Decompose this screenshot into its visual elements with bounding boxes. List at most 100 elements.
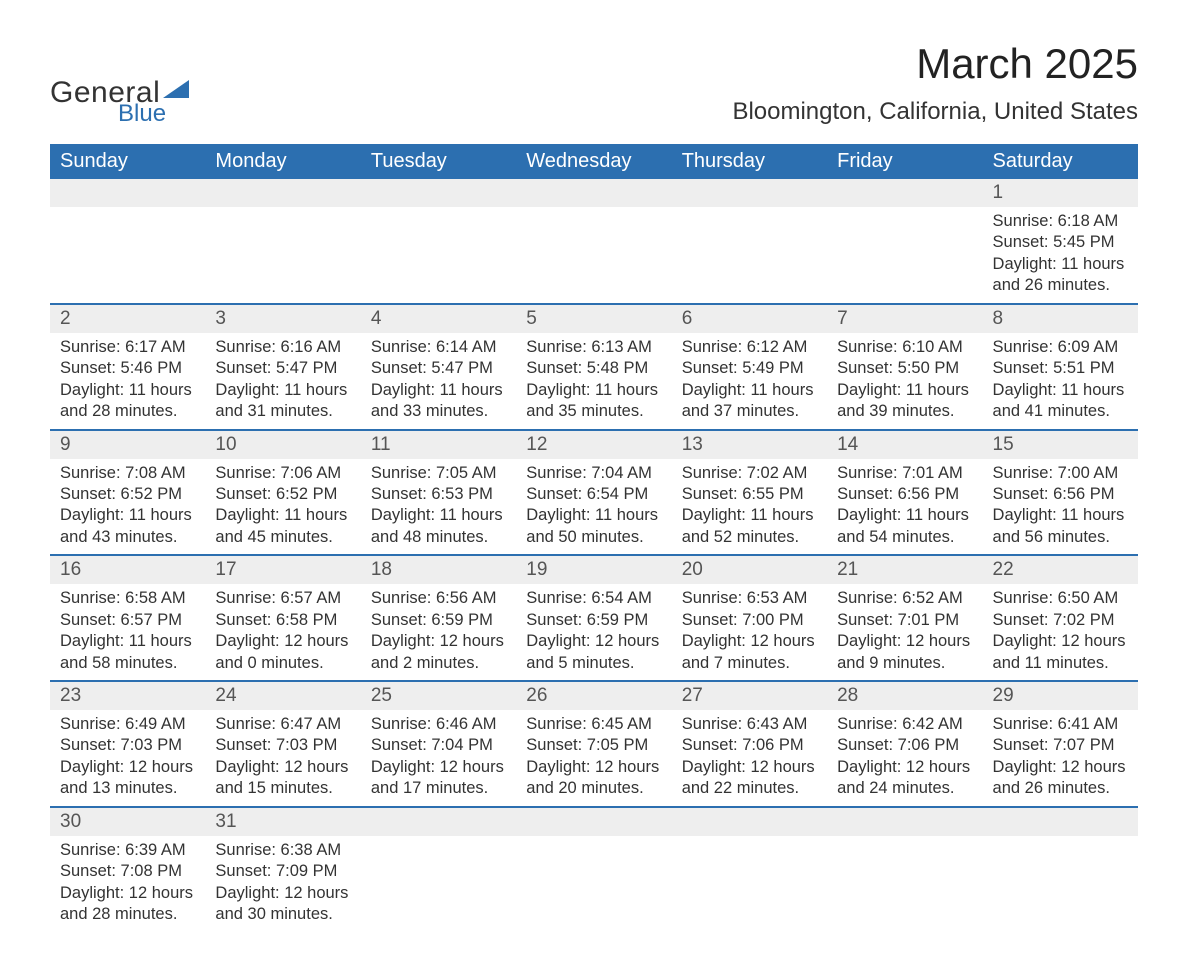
day-number [516,179,671,207]
daylight-text: Daylight: 12 hours and 2 minutes. [371,631,506,674]
day-details: Sunrise: 6:53 AMSunset: 7:00 PMDaylight:… [672,584,827,680]
day-number: 28 [827,682,982,710]
daylight-text: Daylight: 11 hours and 35 minutes. [526,380,661,423]
day-details: Sunrise: 6:39 AMSunset: 7:08 PMDaylight:… [50,836,205,932]
logo-text-blue: Blue [118,102,189,126]
sunset-text: Sunset: 6:55 PM [682,484,817,505]
calendar-day-cell: 4Sunrise: 6:14 AMSunset: 5:47 PMDaylight… [361,304,516,430]
sunset-text: Sunset: 5:49 PM [682,358,817,379]
sunset-text: Sunset: 5:51 PM [993,358,1128,379]
sunset-text: Sunset: 6:57 PM [60,610,195,631]
day-details: Sunrise: 6:56 AMSunset: 6:59 PMDaylight:… [361,584,516,680]
sunset-text: Sunset: 6:56 PM [837,484,972,505]
calendar-day-cell [983,807,1138,932]
calendar-day-cell [516,179,671,304]
day-number [516,808,671,836]
day-number: 6 [672,305,827,333]
sunrise-text: Sunrise: 6:49 AM [60,714,195,735]
day-details: Sunrise: 6:58 AMSunset: 6:57 PMDaylight:… [50,584,205,680]
sunrise-text: Sunrise: 6:17 AM [60,337,195,358]
sunrise-text: Sunrise: 7:00 AM [993,463,1128,484]
sunrise-text: Sunrise: 7:06 AM [215,463,350,484]
calendar-day-cell: 6Sunrise: 6:12 AMSunset: 5:49 PMDaylight… [672,304,827,430]
day-number: 14 [827,431,982,459]
day-details: Sunrise: 6:43 AMSunset: 7:06 PMDaylight:… [672,710,827,806]
daylight-text: Daylight: 11 hours and 54 minutes. [837,505,972,548]
weekday-header-row: SundayMondayTuesdayWednesdayThursdayFrid… [50,144,1138,179]
calendar-week-row: 1Sunrise: 6:18 AMSunset: 5:45 PMDaylight… [50,179,1138,304]
daylight-text: Daylight: 12 hours and 30 minutes. [215,883,350,926]
sunset-text: Sunset: 5:47 PM [371,358,506,379]
daylight-text: Daylight: 12 hours and 7 minutes. [682,631,817,674]
calendar-day-cell: 1Sunrise: 6:18 AMSunset: 5:45 PMDaylight… [983,179,1138,304]
header: General Blue March 2025 Bloomington, Cal… [50,40,1138,126]
calendar-day-cell: 31Sunrise: 6:38 AMSunset: 7:09 PMDayligh… [205,807,360,932]
day-details: Sunrise: 6:12 AMSunset: 5:49 PMDaylight:… [672,333,827,429]
calendar-day-cell [205,179,360,304]
day-details [516,836,671,916]
day-details: Sunrise: 7:04 AMSunset: 6:54 PMDaylight:… [516,459,671,555]
calendar-day-cell: 20Sunrise: 6:53 AMSunset: 7:00 PMDayligh… [672,555,827,681]
sunrise-text: Sunrise: 6:47 AM [215,714,350,735]
sunset-text: Sunset: 7:06 PM [682,735,817,756]
calendar-week-row: 23Sunrise: 6:49 AMSunset: 7:03 PMDayligh… [50,681,1138,807]
calendar-day-cell: 22Sunrise: 6:50 AMSunset: 7:02 PMDayligh… [983,555,1138,681]
calendar-day-cell: 2Sunrise: 6:17 AMSunset: 5:46 PMDaylight… [50,304,205,430]
calendar-day-cell: 30Sunrise: 6:39 AMSunset: 7:08 PMDayligh… [50,807,205,932]
sunset-text: Sunset: 7:09 PM [215,861,350,882]
day-number: 7 [827,305,982,333]
day-number: 22 [983,556,1138,584]
calendar-day-cell: 21Sunrise: 6:52 AMSunset: 7:01 PMDayligh… [827,555,982,681]
day-number: 13 [672,431,827,459]
day-number [672,179,827,207]
sunset-text: Sunset: 7:03 PM [60,735,195,756]
day-number [205,179,360,207]
day-details: Sunrise: 6:18 AMSunset: 5:45 PMDaylight:… [983,207,1138,303]
sunset-text: Sunset: 6:58 PM [215,610,350,631]
calendar-week-row: 30Sunrise: 6:39 AMSunset: 7:08 PMDayligh… [50,807,1138,932]
sunrise-text: Sunrise: 7:05 AM [371,463,506,484]
calendar-day-cell: 10Sunrise: 7:06 AMSunset: 6:52 PMDayligh… [205,430,360,556]
weekday-header: Saturday [983,144,1138,179]
day-details: Sunrise: 7:06 AMSunset: 6:52 PMDaylight:… [205,459,360,555]
calendar-day-cell: 11Sunrise: 7:05 AMSunset: 6:53 PMDayligh… [361,430,516,556]
sunset-text: Sunset: 7:05 PM [526,735,661,756]
day-number: 25 [361,682,516,710]
daylight-text: Daylight: 12 hours and 5 minutes. [526,631,661,674]
day-details: Sunrise: 6:16 AMSunset: 5:47 PMDaylight:… [205,333,360,429]
day-number: 5 [516,305,671,333]
day-details: Sunrise: 6:09 AMSunset: 5:51 PMDaylight:… [983,333,1138,429]
daylight-text: Daylight: 12 hours and 9 minutes. [837,631,972,674]
weekday-header: Thursday [672,144,827,179]
sunrise-text: Sunrise: 7:08 AM [60,463,195,484]
daylight-text: Daylight: 11 hours and 26 minutes. [993,254,1128,297]
daylight-text: Daylight: 11 hours and 31 minutes. [215,380,350,423]
calendar-day-cell: 3Sunrise: 6:16 AMSunset: 5:47 PMDaylight… [205,304,360,430]
sunrise-text: Sunrise: 6:09 AM [993,337,1128,358]
sunrise-text: Sunrise: 6:18 AM [993,211,1128,232]
day-details: Sunrise: 6:14 AMSunset: 5:47 PMDaylight:… [361,333,516,429]
daylight-text: Daylight: 11 hours and 50 minutes. [526,505,661,548]
sunset-text: Sunset: 5:50 PM [837,358,972,379]
sunrise-text: Sunrise: 6:16 AM [215,337,350,358]
calendar-table: SundayMondayTuesdayWednesdayThursdayFrid… [50,144,1138,932]
sunrise-text: Sunrise: 6:45 AM [526,714,661,735]
calendar-day-cell: 23Sunrise: 6:49 AMSunset: 7:03 PMDayligh… [50,681,205,807]
sunset-text: Sunset: 7:03 PM [215,735,350,756]
day-details [516,207,671,287]
day-number: 19 [516,556,671,584]
day-number: 4 [361,305,516,333]
day-number: 2 [50,305,205,333]
day-details: Sunrise: 7:05 AMSunset: 6:53 PMDaylight:… [361,459,516,555]
calendar-day-cell: 18Sunrise: 6:56 AMSunset: 6:59 PMDayligh… [361,555,516,681]
daylight-text: Daylight: 12 hours and 24 minutes. [837,757,972,800]
day-details: Sunrise: 6:13 AMSunset: 5:48 PMDaylight:… [516,333,671,429]
sunset-text: Sunset: 5:45 PM [993,232,1128,253]
calendar-day-cell: 17Sunrise: 6:57 AMSunset: 6:58 PMDayligh… [205,555,360,681]
daylight-text: Daylight: 12 hours and 17 minutes. [371,757,506,800]
location: Bloomington, California, United States [732,98,1138,126]
day-number: 29 [983,682,1138,710]
day-details: Sunrise: 6:10 AMSunset: 5:50 PMDaylight:… [827,333,982,429]
calendar-day-cell: 28Sunrise: 6:42 AMSunset: 7:06 PMDayligh… [827,681,982,807]
day-number: 30 [50,808,205,836]
